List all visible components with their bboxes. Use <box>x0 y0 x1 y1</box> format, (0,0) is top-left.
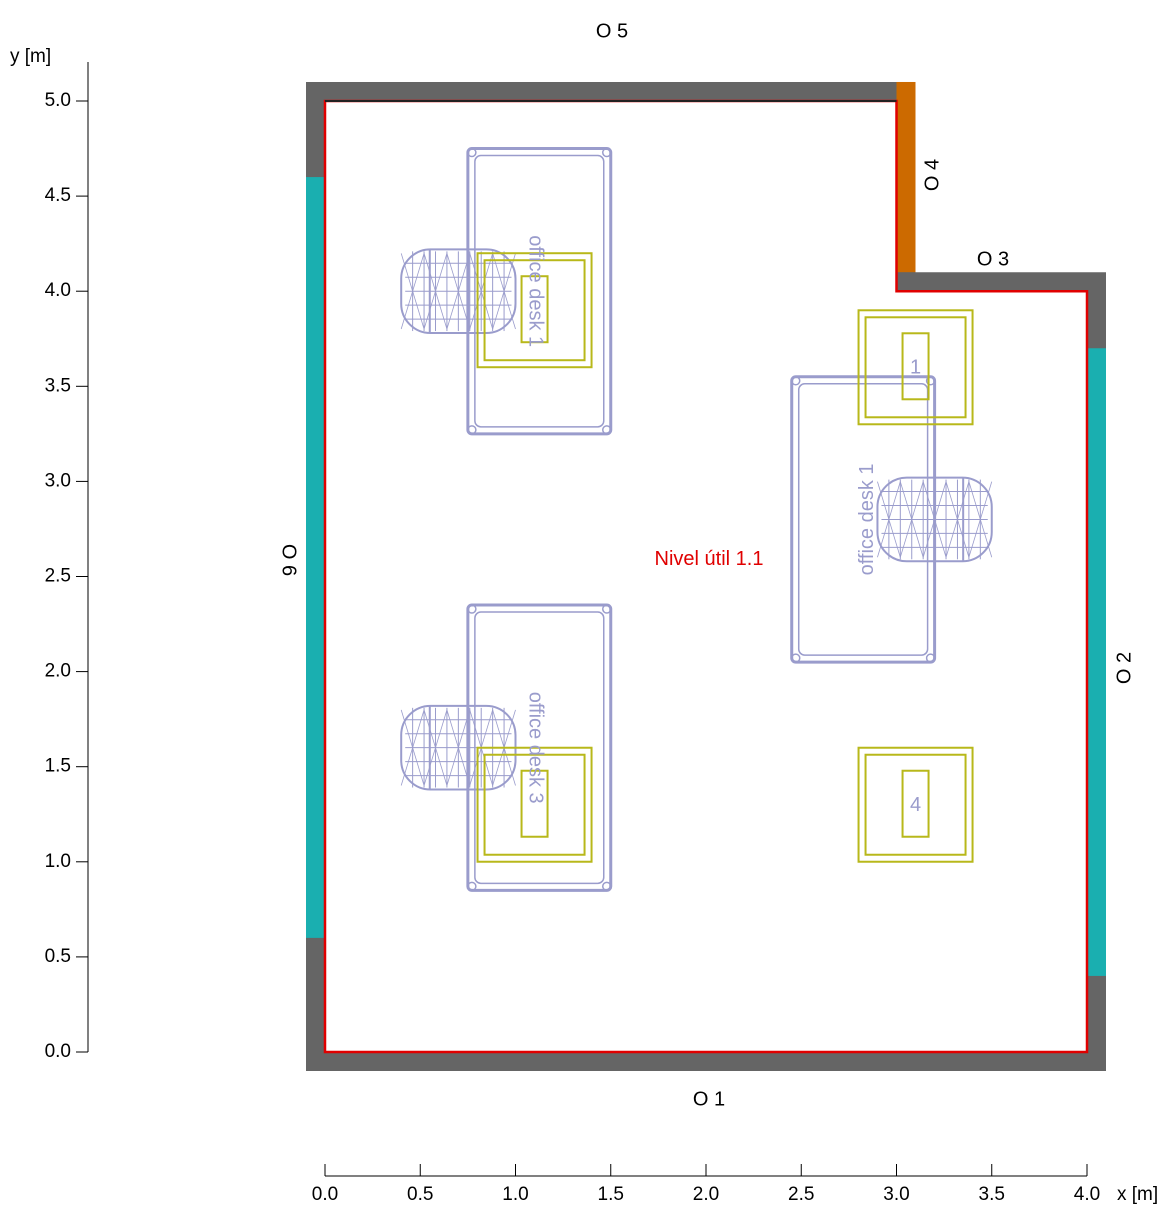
room-label: Nivel útil 1.1 <box>655 548 764 570</box>
chair-mesh-line <box>899 481 924 558</box>
wall-label: O 2 <box>1113 652 1135 684</box>
chair-mesh-line <box>469 253 494 330</box>
window-o6 <box>306 177 325 938</box>
luminaire <box>476 746 593 863</box>
desk-leg <box>602 147 612 158</box>
luminaire-inner <box>864 316 967 419</box>
desk-group <box>400 147 613 436</box>
x-tick-label: 4.0 <box>1074 1184 1100 1205</box>
chair-mesh-line <box>446 253 471 330</box>
y-tick-label: 4.0 <box>45 280 71 301</box>
luminaire: 1 <box>857 309 974 426</box>
luminaire-outer <box>857 746 974 863</box>
chair-mesh-line <box>945 481 970 558</box>
x-tick-label: 1.0 <box>502 1184 528 1205</box>
window-o2 <box>1087 348 1106 976</box>
chair-mesh-line <box>423 253 448 330</box>
x-tick-label: 3.5 <box>979 1184 1005 1205</box>
desk-leg <box>925 376 936 386</box>
desk-group <box>790 375 993 664</box>
desk-leg <box>602 425 612 435</box>
luminaire <box>476 252 593 369</box>
chair-outline <box>876 476 993 563</box>
desk-leg <box>467 604 477 614</box>
y-tick-label: 0.5 <box>45 946 71 967</box>
y-tick-label: 2.5 <box>45 566 71 587</box>
luminaire: 4 <box>857 746 974 863</box>
wall-label: O 5 <box>596 20 628 42</box>
chair-mesh-line <box>423 709 448 786</box>
luminaire-outer <box>476 746 593 863</box>
luminaire-inner <box>483 259 586 362</box>
desk-leg <box>467 881 477 892</box>
furniture-layer <box>400 147 993 892</box>
wall-label: O 4 <box>921 159 943 191</box>
desk-label: office desk 1 <box>524 235 546 347</box>
chair-mesh-line <box>877 481 901 558</box>
desk-leg <box>467 425 477 435</box>
desk-leg <box>467 147 477 158</box>
chair-mesh-line <box>968 481 993 558</box>
y-tick-label: 2.0 <box>45 661 71 682</box>
desk-label: office desk 1 <box>856 463 878 575</box>
y-tick-label: 0.0 <box>45 1041 71 1062</box>
desk-leg <box>602 604 612 614</box>
x-tick-label: 0.0 <box>312 1184 338 1205</box>
luminaire-lamp <box>520 769 549 838</box>
desk-leg <box>790 653 801 663</box>
y-tick-label: 3.5 <box>45 375 71 396</box>
luminaire-lamp <box>901 769 930 838</box>
chair-mesh-line <box>922 481 947 558</box>
x-tick-label: 2.0 <box>693 1184 719 1205</box>
luminaire-outer <box>857 309 974 426</box>
x-tick-label: 2.5 <box>788 1184 814 1205</box>
y-tick-label: 3.0 <box>45 470 71 491</box>
chair-outline <box>400 248 517 335</box>
chair-mesh-line <box>446 709 471 786</box>
x-tick-label: 3.0 <box>883 1184 909 1205</box>
axes-layer: 0.0 0.5 1.0 1.5 2.0 2.5 3.0 3.5 4.0 4.5 5.0 y [m] 0.… <box>10 46 1158 1205</box>
openings-layer <box>306 81 1106 976</box>
chair-mesh-line <box>400 709 425 786</box>
x-tick-label: 1.5 <box>598 1184 624 1205</box>
chair-mesh-line <box>492 253 516 330</box>
luminaire-label: 4 <box>910 794 921 816</box>
luminaire-inner <box>483 753 586 856</box>
room-outline <box>323 99 1089 1054</box>
labels-layer: office desk 1 office desk 1 office desk 3 N… <box>278 20 1136 1110</box>
x-tick-label: 0.5 <box>407 1184 433 1205</box>
y-tick-label: 1.5 <box>45 756 71 777</box>
door-o4 <box>896 81 916 273</box>
office-chair <box>876 476 993 563</box>
luminaire-inner <box>864 753 967 856</box>
desk-label: office desk 3 <box>524 692 546 804</box>
luminaire-lamp <box>520 275 549 344</box>
luminaire-outer <box>476 252 593 369</box>
y-axis-title: y [m] <box>10 46 51 67</box>
wall-label: O 3 <box>977 248 1009 270</box>
room-layer <box>323 99 1089 1054</box>
desk-leg <box>790 376 801 386</box>
chair-mesh-line <box>400 253 425 330</box>
y-tick-label: 5.0 <box>45 90 71 111</box>
luminaire-lamp <box>901 332 930 401</box>
desk-leg <box>925 653 936 663</box>
y-tick-label: 1.0 <box>45 851 71 872</box>
office-chair <box>400 248 517 335</box>
y-tick-label: 4.5 <box>45 185 71 206</box>
wall-label: O 6 <box>278 544 300 576</box>
x-axis-title: x [m] <box>1117 1184 1158 1205</box>
luminaires-layer: 14 <box>476 252 974 863</box>
desk-leg <box>602 881 612 892</box>
luminaire-label: 1 <box>910 357 921 379</box>
wall-label: O 1 <box>693 1088 725 1110</box>
